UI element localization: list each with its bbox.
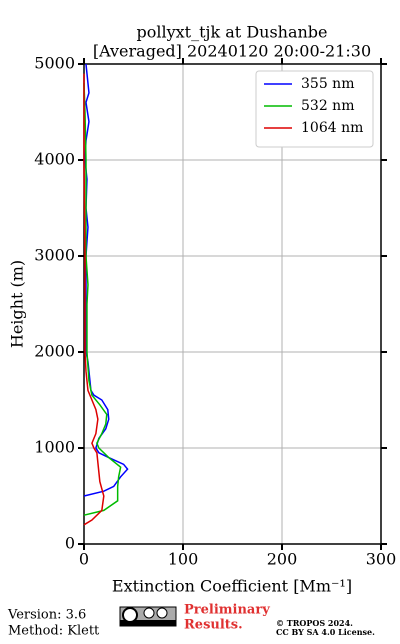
profile-line (83, 73, 105, 526)
y-axis-label: Height (m) (8, 260, 27, 348)
x-tick-label: 0 (79, 550, 89, 569)
preliminary: Preliminary (184, 603, 270, 618)
y-tick-label: 2000 (34, 342, 75, 361)
legend-label: 532 nm (301, 98, 354, 114)
legend-label: 1064 nm (301, 120, 363, 136)
x-tick-label: 300 (366, 550, 397, 569)
plot-frame (83, 63, 382, 545)
chart-title: pollyxt_tjk at Dushanbe (136, 23, 327, 42)
y-tick-label: 3000 (34, 246, 75, 265)
copyright: © TROPOS 2024. (276, 618, 353, 628)
x-tick-label: 100 (168, 550, 199, 569)
y-tick-label: 5000 (34, 54, 75, 73)
method: Method: Klett (8, 624, 100, 639)
y-tick-label: 4000 (34, 150, 75, 169)
y-tick-label: 0 (65, 534, 75, 553)
x-tick-label: 200 (267, 550, 298, 569)
cc-icon (119, 606, 177, 627)
legend-label: 355 nm (301, 76, 354, 92)
x-axis-label: Extinction Coefficient [Mm⁻¹] (112, 577, 352, 596)
results: Results. (184, 618, 243, 633)
version: Version: 3.6 (7, 608, 86, 623)
chart-subtitle: [Averaged] 20240120 20:00-21:30 (93, 42, 371, 61)
license: CC BY SA 4.0 License. (276, 627, 375, 637)
y-tick-label: 1000 (34, 438, 75, 457)
profile-line (83, 63, 129, 497)
profile-line (83, 83, 122, 516)
